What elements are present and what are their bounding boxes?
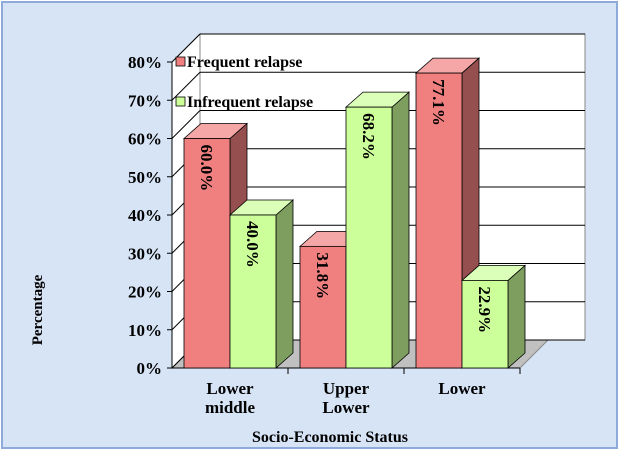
value-label: 60.0% <box>197 145 216 192</box>
value-label: 40.0% <box>243 221 262 268</box>
value-label: 77.1% <box>429 79 448 126</box>
y-tick-label: 50% <box>128 168 162 187</box>
y-tick-label: 60% <box>128 130 162 149</box>
bar-face <box>183 138 231 369</box>
x-tick-label: Lower middle <box>204 379 256 417</box>
value-label: 68.2% <box>359 113 378 160</box>
y-tick-label: 30% <box>128 244 162 263</box>
y-tick-label: 0% <box>137 359 163 378</box>
legend-label: Frequent relapse <box>187 54 302 71</box>
bar-face <box>299 245 347 369</box>
bar <box>460 264 527 369</box>
x-axis-title: Socio-Economic Status <box>252 429 408 446</box>
y-tick-label: 40% <box>128 206 162 225</box>
bar-face <box>275 199 294 369</box>
y-tick-label: 80% <box>128 53 162 72</box>
bar-face <box>507 264 526 369</box>
legend-swatch <box>175 56 186 67</box>
legend-swatch <box>175 96 186 107</box>
value-label: 22.9% <box>475 286 494 333</box>
bar-face <box>345 106 393 369</box>
bar-face <box>461 280 509 369</box>
bar <box>228 199 295 369</box>
grid-line <box>171 110 201 139</box>
grid-line <box>171 71 201 101</box>
bar-face <box>391 91 410 369</box>
y-tick-label: 70% <box>128 91 162 110</box>
legend-label: Infrequent relapse <box>187 94 313 111</box>
y-tick-label: 20% <box>128 283 162 302</box>
y-axis-title: Percentage <box>30 274 46 345</box>
bar <box>344 91 411 369</box>
bar-face <box>229 214 277 369</box>
x-tick-label: Upper Lower <box>322 379 370 417</box>
value-label: 31.8% <box>313 252 332 299</box>
y-tick-label: 10% <box>128 321 162 340</box>
bar-face <box>415 72 463 369</box>
x-tick-label: Lower <box>438 379 486 398</box>
